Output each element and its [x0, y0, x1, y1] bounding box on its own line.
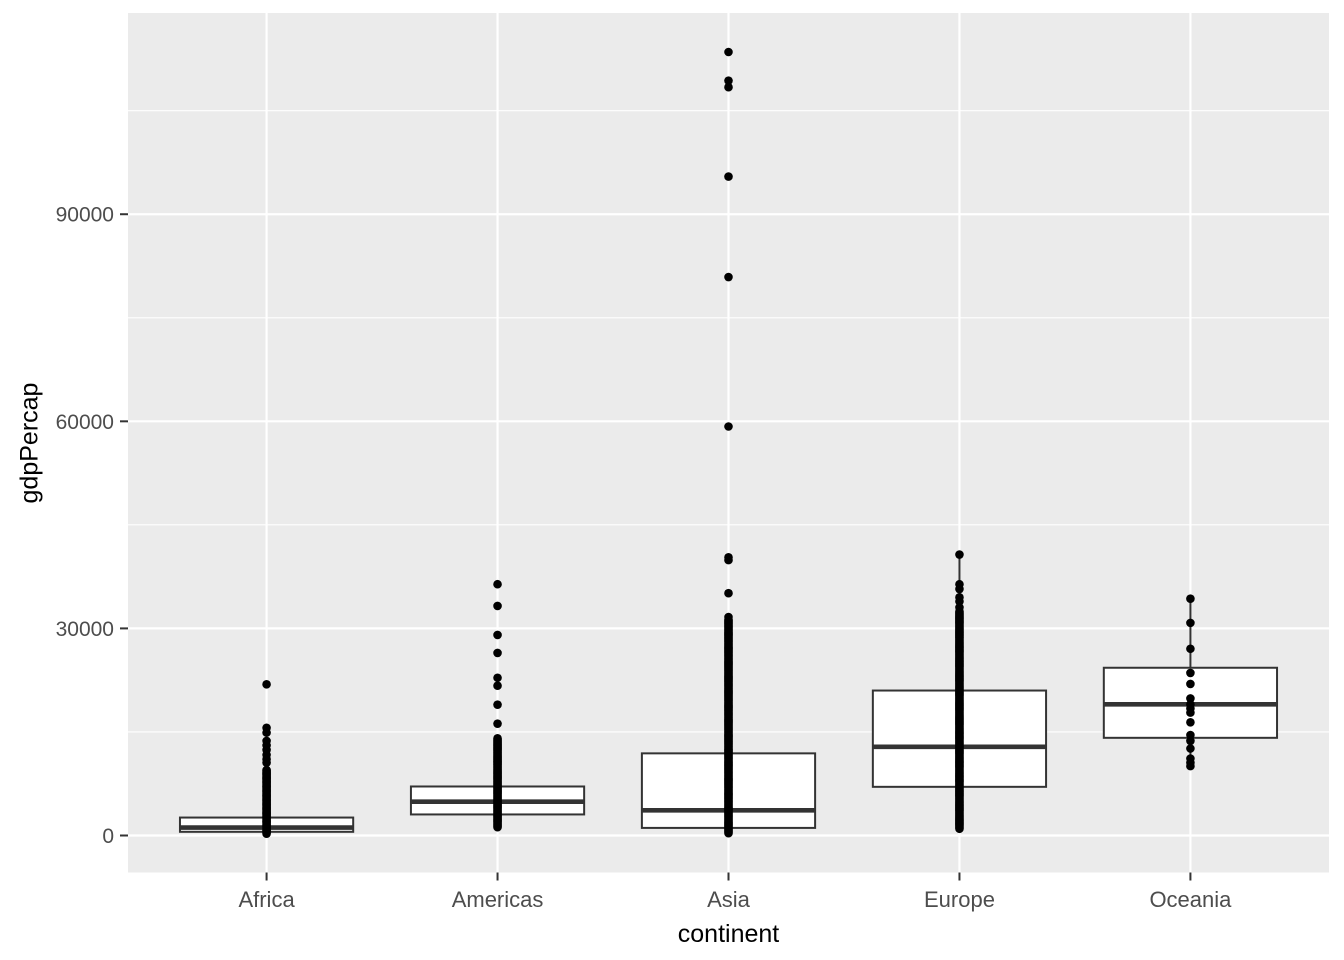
data-point-asia: [724, 76, 733, 85]
data-point-americas: [493, 630, 502, 640]
data-point-asia: [724, 47, 733, 57]
data-point-oceania: [1186, 618, 1195, 628]
data-point-oceania: [1186, 594, 1195, 604]
x-tick-label: Asia: [707, 887, 751, 912]
y-tick-label: 30000: [56, 618, 114, 641]
data-point-europe: [955, 603, 964, 612]
data-point-americas: [493, 579, 502, 589]
data-point-europe: [955, 584, 964, 594]
x-tick-label: Africa: [238, 887, 295, 912]
data-point-americas: [493, 673, 502, 683]
y-tick-label: 60000: [56, 411, 114, 434]
data-point-oceania: [1186, 679, 1195, 689]
data-point-asia: [724, 172, 733, 181]
data-point-oceania: [1186, 708, 1195, 717]
data-point-asia: [724, 555, 733, 565]
data-point-oceania: [1186, 717, 1195, 727]
data-point-africa: [262, 728, 271, 737]
x-axis-title: continent: [677, 920, 780, 948]
y-axis-title: gdpPercap: [15, 382, 44, 504]
data-point-americas: [493, 700, 502, 709]
data-point-asia: [724, 82, 733, 92]
data-point-asia: [724, 588, 733, 598]
y-tick-label: 90000: [56, 204, 114, 227]
data-point-africa: [262, 758, 271, 767]
x-tick-label: Americas: [452, 887, 544, 912]
data-point-oceania: [1186, 761, 1195, 771]
data-point-asia: [724, 612, 733, 622]
data-point-americas: [493, 734, 502, 743]
data-point-americas: [493, 719, 502, 728]
data-point-asia: [724, 272, 733, 282]
data-point-oceania: [1186, 736, 1195, 746]
data-point-europe: [955, 550, 964, 559]
y-tick-label: 0: [102, 825, 114, 848]
data-point-africa: [262, 765, 271, 775]
x-tick-label: Oceania: [1149, 887, 1232, 912]
data-point-americas: [493, 681, 502, 691]
data-point-americas: [493, 648, 502, 658]
data-point-asia: [724, 422, 733, 431]
data-point-oceania: [1186, 744, 1195, 753]
x-tick-label: Europe: [924, 887, 995, 912]
data-point-oceania: [1186, 668, 1195, 678]
data-point-africa: [262, 680, 271, 689]
data-point-americas: [493, 601, 502, 611]
data-point-oceania: [1186, 644, 1195, 654]
